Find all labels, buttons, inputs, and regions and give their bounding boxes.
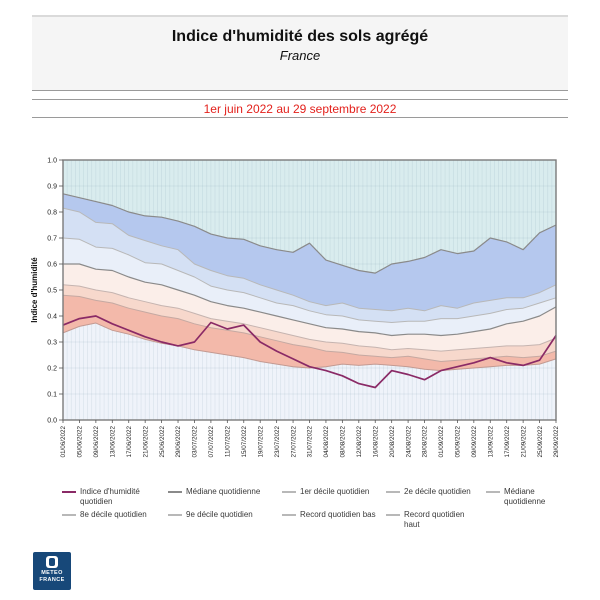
y-axis-label: Indice d'humidité (30, 257, 39, 323)
series-lines (62, 193, 557, 389)
y-tick-label: 0.8 (47, 209, 57, 216)
legend-line-swatch (282, 491, 296, 493)
x-tick-label: 29/09/2022 (553, 426, 560, 458)
legend-item-label: Record quotidien bas (300, 510, 376, 520)
legend-item: 2e décile quotidien (386, 487, 486, 506)
series-line-record_haut (62, 193, 557, 274)
legend-item: Médiane quotidienne (168, 487, 282, 506)
legend-line-swatch (386, 514, 400, 517)
legend-line-swatch (62, 514, 76, 517)
x-tick-label: 03/07/2022 (192, 426, 199, 458)
series-line-decile2 (62, 284, 557, 352)
y-tick-label: 0.5 (47, 287, 57, 294)
x-tick-label: 17/09/2022 (504, 426, 511, 458)
series-line-decile1 (62, 294, 557, 362)
legend-line-swatch (282, 514, 296, 517)
legend-item: Médiane quotidienne (486, 487, 576, 506)
x-tick-label: 05/06/2022 (77, 426, 84, 458)
legend-item: 1er décile quotidien (282, 487, 386, 506)
y-tick-label: 0.1 (47, 391, 57, 398)
legend-item: Indice d'humidité quotidien (62, 487, 168, 506)
soil-moisture-chart: 0.0 0.1 0.2 0.3 0.4 0.5 0.6 0.7 0.8 0.9 1.0 01/06/2… (30, 157, 560, 458)
legend-item-label: Médiane quotidienne (504, 487, 546, 506)
series-line-decile8 (62, 237, 557, 323)
y-tick-label: 0.4 (47, 313, 57, 320)
x-tick-label: 27/07/2022 (290, 426, 297, 458)
x-tick-label: 15/07/2022 (241, 426, 248, 458)
legend-item-label: Record quotidien haut (404, 510, 465, 529)
legend-item-label: 1er décile quotidien (300, 487, 370, 496)
x-tick-label: 16/08/2022 (372, 426, 379, 458)
x-tick-label: 24/08/2022 (405, 426, 412, 458)
x-tick-label: 04/08/2022 (323, 426, 330, 458)
legend-line-swatch (62, 491, 76, 493)
legend-line-swatch (168, 491, 182, 493)
x-tick-label: 25/09/2022 (537, 426, 544, 458)
chart-title: Indice d'humidité des sols agrégé (171, 28, 429, 45)
x-tick-label: 01/09/2022 (438, 426, 445, 458)
x-tick-label: 05/09/2022 (455, 426, 462, 458)
y-tick-label: 0.6 (47, 261, 57, 268)
legend-line-swatch (486, 491, 500, 493)
legend-item: 9e décile quotidien (168, 510, 282, 529)
x-tick-label: 23/07/2022 (274, 426, 281, 458)
legend-item-label: Indice d'humidité quotidien (80, 487, 140, 506)
x-tick-label: 09/09/2022 (471, 426, 478, 458)
period-banner: 1er juin 2022 au 29 septembre 2022 (32, 99, 568, 118)
logo-icon-glyph (49, 558, 55, 566)
legend-item-label: 9e décile quotidien (186, 510, 253, 520)
x-tick-label: 21/06/2022 (142, 426, 149, 458)
x-tick-label: 21/09/2022 (520, 426, 527, 458)
y-axis: 0.0 0.1 0.2 0.3 0.4 0.5 0.6 0.7 0.8 0.9 1.0 (47, 157, 63, 424)
x-tick-label: 11/07/2022 (225, 426, 232, 458)
chart-legend: Indice d'humidité quotidien Médiane quoti… (62, 487, 582, 529)
x-tick-label: 13/06/2022 (110, 426, 117, 458)
x-tick-label: 31/07/2022 (307, 426, 314, 458)
x-tick-label: 25/06/2022 (159, 426, 166, 458)
legend-item-label: Médiane quotidienne (186, 487, 261, 496)
x-tick-label: 07/07/2022 (208, 426, 215, 458)
y-tick-label: 1.0 (47, 157, 57, 164)
legend-item: 8e décile quotidien (62, 510, 168, 529)
x-tick-label: 01/06/2022 (60, 426, 67, 458)
y-tick-label: 0.3 (47, 339, 57, 346)
series-line-decile9 (62, 207, 557, 312)
legend-item: Record quotidien haut (386, 510, 486, 529)
x-tick-label: 17/06/2022 (126, 426, 133, 458)
y-tick-label: 0.7 (47, 235, 57, 242)
legend-line-swatch (168, 514, 182, 517)
series-line-record_bas (62, 322, 557, 372)
logo-icon (46, 556, 58, 568)
legend-item-label: 8e décile quotidien (80, 510, 147, 520)
y-tick-label: 0.2 (47, 365, 57, 372)
chart-subtitle: France (279, 48, 321, 63)
x-tick-label: 09/06/2022 (93, 426, 100, 458)
x-tick-label: 13/09/2022 (487, 426, 494, 458)
x-tick-label: 08/08/2022 (340, 426, 347, 458)
y-tick-label: 0.9 (47, 183, 57, 190)
x-tick-label: 19/07/2022 (257, 426, 264, 458)
legend-line-swatch (386, 491, 400, 493)
x-tick-label: 12/08/2022 (356, 426, 363, 458)
meteo-france-logo: METEO FRANCE (33, 552, 71, 590)
y-tick-label: 0.0 (47, 417, 57, 424)
logo-text-line2: FRANCE (39, 576, 65, 583)
x-tick-label: 29/06/2022 (175, 426, 182, 458)
legend-item: Record quotidien bas (282, 510, 386, 529)
legend-item-label: 2e décile quotidien (404, 487, 471, 496)
series-line-mediane (63, 263, 557, 337)
logo-text: METEO FRANCE (39, 570, 64, 584)
x-axis: 01/06/2022 05/06/2022 09/06/2022 13/06/2022… (60, 420, 560, 458)
period-label: 1er juin 2022 au 29 septembre 2022 (203, 102, 397, 116)
logo-text-line1: METEO (41, 570, 63, 576)
x-tick-label: 20/08/2022 (389, 426, 396, 458)
x-tick-label: 28/08/2022 (422, 426, 429, 458)
series-line-indice (62, 315, 557, 389)
percentile-bands (63, 193, 556, 371)
header-box: Indice d'humidité des sols agrégé France (32, 15, 568, 91)
